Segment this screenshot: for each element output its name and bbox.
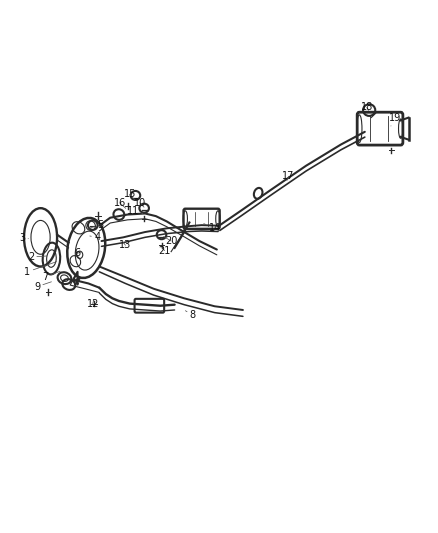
Text: 17: 17 <box>283 172 295 181</box>
Text: 4: 4 <box>90 232 100 243</box>
Text: 6: 6 <box>74 248 81 259</box>
Text: 15: 15 <box>124 189 136 200</box>
Text: 18: 18 <box>361 102 373 112</box>
Text: 11: 11 <box>127 206 143 216</box>
Text: 7: 7 <box>42 271 60 282</box>
Text: 20: 20 <box>164 236 177 246</box>
Text: 10: 10 <box>134 198 146 208</box>
Text: 21: 21 <box>159 246 171 256</box>
Text: 8: 8 <box>185 310 196 320</box>
Text: 16: 16 <box>113 198 126 208</box>
Text: 13: 13 <box>119 240 131 251</box>
Text: 1: 1 <box>25 262 57 277</box>
Text: 5: 5 <box>90 220 104 230</box>
Text: 14: 14 <box>204 223 221 233</box>
Text: 19: 19 <box>389 113 401 126</box>
Text: 3: 3 <box>19 233 28 244</box>
Text: 2: 2 <box>28 252 47 262</box>
Text: 9: 9 <box>34 281 51 292</box>
Text: 12: 12 <box>87 298 99 309</box>
